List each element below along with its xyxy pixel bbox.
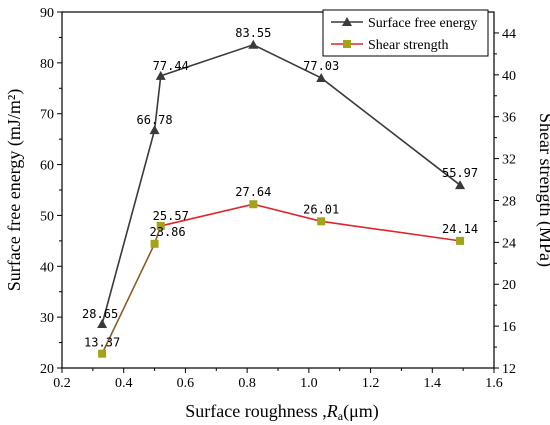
shear-strength-data-label: 27.64 (235, 185, 271, 199)
legend-label-surface-free-energy: Surface free energy (368, 16, 477, 31)
surface-free-energy-data-label: 77.03 (303, 59, 339, 73)
series-layer (97, 39, 466, 358)
y-left-tick-label: 20 (40, 362, 54, 377)
y-right-tick-label: 24 (502, 236, 516, 251)
shear-strength-data-label: 26.01 (303, 202, 339, 216)
y-right-tick-label: 28 (502, 194, 516, 209)
legend: Surface free energy Shear strength (322, 9, 489, 57)
y-right-tick-label: 40 (502, 69, 516, 84)
x-tick-label: 1.4 (424, 376, 442, 391)
y-axis-left-title: Surface free energy (mJ/m²) (4, 89, 25, 291)
y-left-tick-label: 80 (40, 57, 54, 72)
shear-strength-point (98, 349, 107, 358)
shear-strength-data-label: 13.37 (84, 336, 120, 350)
y-right-tick-label: 32 (502, 153, 516, 168)
surface-free-energy-point (455, 180, 466, 190)
legend-label-shear-strength: Shear strength (368, 38, 448, 53)
y-right-tick-label: 12 (502, 362, 516, 377)
y-left-tick-label: 70 (40, 108, 54, 123)
labels-layer: 28.65 66.78 77.44 83.55 77.03 55.97 13.37 23.86… (82, 26, 478, 350)
shear-strength-line (160, 203, 461, 242)
shear-strength-point (156, 221, 165, 230)
x-tick-label: 0.6 (177, 376, 195, 391)
legend-marker-surface-free-energy (342, 17, 352, 26)
y-axis-right-title: Shear strength (MPa) (535, 113, 550, 267)
shear-strength-point (249, 200, 258, 209)
y-right-tick-label: 20 (502, 278, 516, 293)
surface-free-energy-point (97, 319, 108, 329)
surface-free-energy-line (101, 43, 461, 325)
legend-box (322, 9, 489, 57)
legend-marker-shear-strength (343, 40, 351, 48)
y-right-tick-label: 44 (502, 27, 516, 42)
x-tick-label: 0.4 (115, 376, 133, 391)
y-left-tick-label: 30 (40, 311, 54, 326)
shear-strength-point (456, 236, 465, 245)
x-axis-title-subscript: a (338, 409, 344, 423)
y-left-tick-label: 40 (40, 260, 54, 275)
surface-free-energy-point (248, 39, 259, 49)
shear-strength-data-label: 25.57 (153, 209, 189, 223)
shear-strength-point (150, 239, 159, 248)
surface-free-energy-point (149, 125, 160, 135)
x-axis-title-text: Surface roughness , (185, 401, 326, 421)
x-tick-label: 1.6 (485, 376, 503, 391)
x-tick-label: 1.0 (300, 376, 318, 391)
surface-free-energy-data-label: 77.44 (153, 59, 189, 73)
surface-free-energy-point (155, 70, 166, 80)
y-right-tick-label: 16 (502, 320, 516, 335)
y-right-tick-label: 36 (502, 111, 516, 126)
x-axis-title-symbol: R (326, 401, 338, 421)
surface-free-energy-data-label: 83.55 (235, 26, 271, 40)
x-tick-label: 0.8 (238, 376, 256, 391)
y-left-tick-label: 90 (40, 6, 54, 21)
axes-layer: 0.2 0.4 0.6 0.8 1.0 1.2 1.4 1.6 20 30 40 50 60 70 80 90… (40, 6, 516, 391)
shear-strength-data-label: 24.14 (442, 222, 478, 236)
y-left-tick-label: 60 (40, 159, 54, 174)
x-axis-title-unit: (μm) (343, 401, 379, 422)
shear-strength-point (317, 217, 326, 226)
y-left-tick-label: 50 (40, 209, 54, 224)
surface-free-energy-point (316, 72, 327, 82)
surface-free-energy-data-label: 55.97 (442, 166, 478, 180)
x-tick-label: 0.2 (53, 376, 71, 391)
surface-free-energy-data-label: 66.78 (137, 113, 173, 127)
shear-strength-line-segment (101, 243, 156, 355)
x-axis-title: Surface roughness ,Ra(μm) (185, 401, 378, 423)
surface-free-energy-data-label: 28.65 (82, 307, 118, 321)
plot-frame (61, 11, 495, 369)
x-tick-label: 1.2 (362, 376, 380, 391)
shear-strength-data-label: 23.86 (150, 225, 186, 239)
